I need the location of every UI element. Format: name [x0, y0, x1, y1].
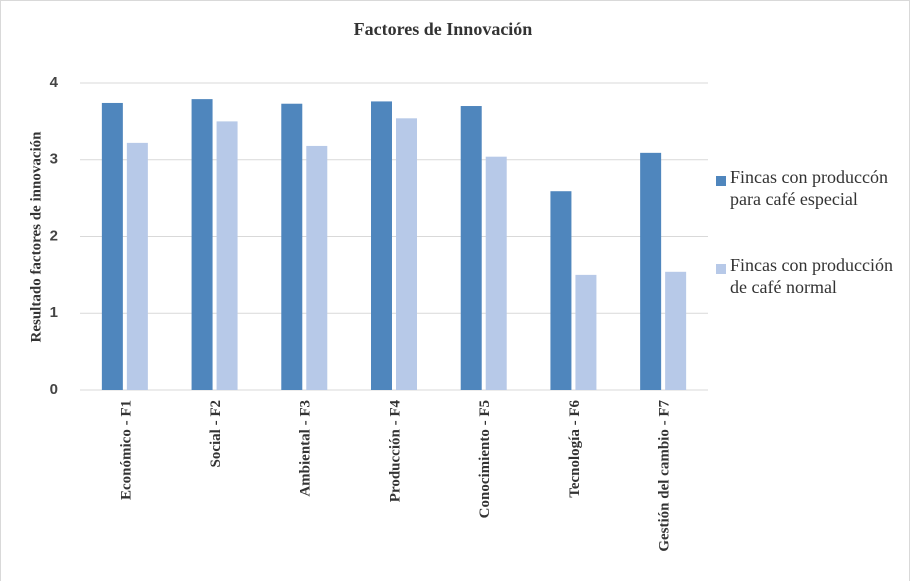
chart-title: Factores de Innovación	[354, 19, 533, 39]
y-tick-label: 0	[50, 381, 58, 398]
x-tick-label: Conocimiento - F5	[477, 400, 493, 518]
x-tick-label: Ambiental - F3	[298, 400, 314, 497]
y-tick-label: 2	[50, 227, 58, 244]
legend-item: Fincas con producción de café normal	[730, 255, 893, 297]
legend-item: Fincas con produccón para café especial	[730, 167, 888, 209]
bar	[371, 101, 392, 391]
bar	[640, 152, 662, 390]
x-tick-label: Producción - F4	[387, 400, 403, 503]
x-tick-label: Tecnología - F6	[567, 400, 583, 498]
legend-label: Fincas con producción de café normal	[730, 255, 893, 297]
x-tick-label: Gestión del cambio - F7	[657, 400, 673, 552]
y-axis-title: Resultado factores de innovación	[28, 131, 44, 343]
bar	[306, 145, 328, 390]
x-tick-label: Social - F2	[208, 400, 224, 468]
y-tick-label: 3	[50, 151, 58, 168]
legend-label: Fincas con produccón para café especial	[730, 167, 888, 209]
legend-swatch	[716, 264, 726, 274]
bar	[550, 191, 572, 390]
bar	[281, 103, 303, 390]
bar	[665, 271, 687, 390]
bar	[396, 118, 417, 391]
y-tick-label: 1	[50, 304, 58, 321]
bar	[126, 142, 148, 390]
y-tick-label: 4	[50, 74, 59, 91]
bar	[191, 99, 213, 391]
bar	[460, 106, 482, 391]
bar	[216, 121, 238, 390]
bar	[575, 274, 597, 390]
bar	[101, 102, 123, 390]
bar	[485, 156, 507, 390]
x-tick-label: Económico - F1	[118, 400, 134, 500]
legend-swatch	[716, 176, 726, 186]
